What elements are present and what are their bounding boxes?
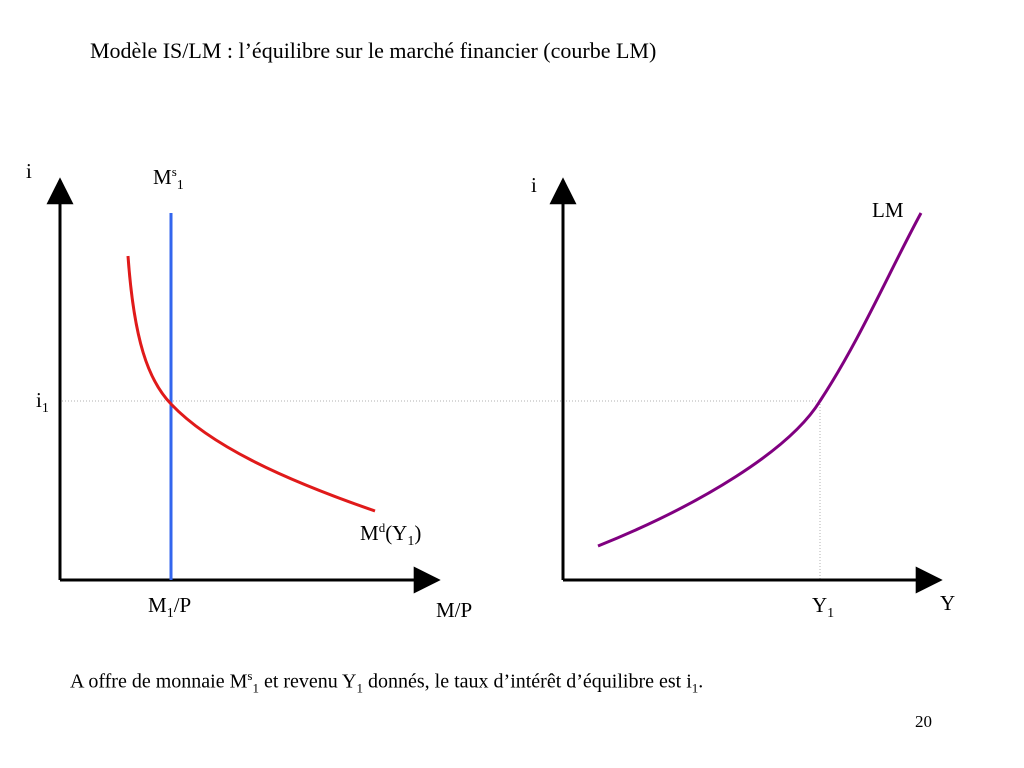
money-supply-label: Ms1 xyxy=(153,164,184,193)
right-x-axis-label: Y xyxy=(940,591,955,615)
slide-caption: A offre de monnaie Ms1 et revenu Y1 donn… xyxy=(70,668,704,696)
right-y-axis-label: i xyxy=(531,173,537,197)
m1-over-p-label: M1/P xyxy=(148,593,191,621)
money-demand-label: Md(Y1) xyxy=(360,520,421,549)
lm-label: LM xyxy=(872,198,904,222)
lm-curve xyxy=(597,212,923,548)
y1-label: Y1 xyxy=(812,593,834,621)
money-demand-curve xyxy=(126,255,376,513)
left-y-axis-label: i xyxy=(26,159,32,183)
page-number: 20 xyxy=(915,712,932,731)
i1-label: i1 xyxy=(36,388,49,416)
left-x-axis-label: M/P xyxy=(436,598,472,622)
slide-title: Modèle IS/LM : l’équilibre sur le marché… xyxy=(90,38,657,63)
